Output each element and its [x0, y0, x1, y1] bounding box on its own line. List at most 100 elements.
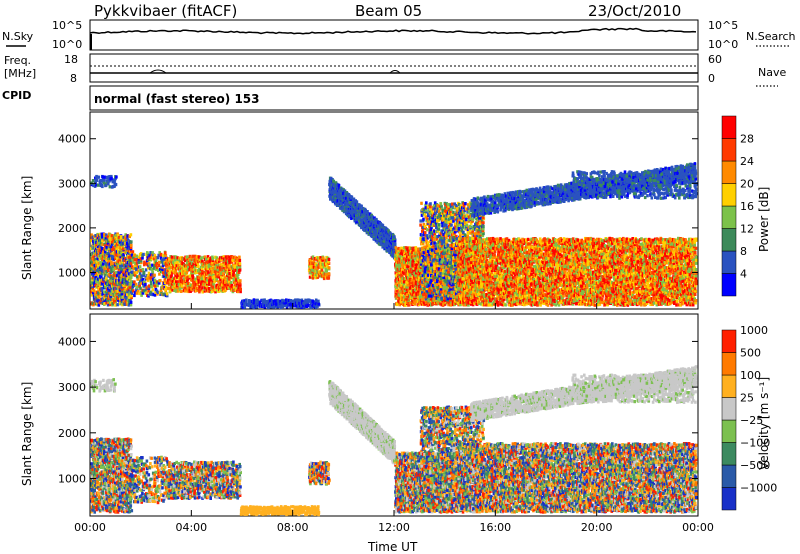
freq-label-line1: Freq.: [4, 54, 31, 67]
heatmap-cell: [317, 302, 320, 305]
heatmap-cell: [105, 277, 108, 280]
nave-tick-low: 0: [708, 72, 715, 85]
nave-tick-high: 60: [708, 53, 722, 66]
heatmap-cell: [180, 290, 183, 293]
heatmap-cell: [103, 179, 106, 182]
heatmap-cell: [146, 251, 149, 254]
heatmap-cell: [130, 233, 133, 236]
heatmap-cell: [100, 179, 103, 182]
heatmap-cell: [328, 258, 331, 261]
heatmap-cell: [128, 259, 131, 262]
heatmap-cell: [144, 283, 147, 286]
heatmap-cell: [171, 256, 174, 259]
heatmap-cell: [150, 285, 153, 288]
heatmap-cell: [239, 268, 242, 271]
heatmap-cell: [115, 175, 118, 178]
heatmap-cell: [106, 280, 109, 283]
heatmap-cell: [130, 276, 133, 279]
heatmap-cell: [312, 300, 315, 303]
heatmap-cell: [129, 267, 132, 270]
heatmap-cell: [393, 235, 396, 238]
heatmap-cell: [228, 272, 231, 275]
cpid-panel: normal (fast stereo) 153: [90, 86, 698, 110]
heatmap-cell: [239, 279, 242, 282]
heatmap-cell: [328, 266, 331, 269]
heatmap-cell: [130, 301, 133, 304]
heatmap-cell: [186, 255, 189, 258]
heatmap-cell: [101, 185, 104, 188]
heatmap-cell: [164, 251, 167, 254]
heatmap-cell: [422, 293, 425, 296]
heatmap-cell: [321, 269, 324, 272]
heatmap-cell: [130, 240, 133, 243]
heatmap-cell: [93, 289, 96, 292]
heatmap-cell: [191, 274, 194, 277]
heatmap-cell: [110, 262, 113, 265]
heatmap-cell: [197, 265, 200, 268]
heatmap-cell: [98, 176, 101, 179]
heatmap-cell: [211, 256, 214, 259]
heatmap-cell: [126, 282, 129, 285]
freq-tick-high: 18: [64, 53, 78, 66]
heatmap-cell: [239, 262, 242, 265]
noise-left-tick-low: 10^0: [52, 38, 82, 51]
heatmap-cell: [328, 277, 331, 280]
heatmap-cell: [107, 182, 110, 185]
heatmap-cell: [212, 286, 215, 289]
heatmap-cell: [128, 286, 131, 289]
heatmap-cell: [132, 250, 135, 253]
heatmap-cell: [230, 281, 233, 284]
freq-label-line2: [MHz]: [4, 67, 36, 80]
heatmap-cell: [116, 303, 119, 306]
date-title: 23/Oct/2010: [588, 2, 681, 20]
heatmap-cell: [139, 265, 142, 268]
heatmap-cell: [133, 294, 136, 297]
heatmap-cell: [421, 247, 424, 250]
heatmap-cell: [328, 272, 331, 275]
heatmap-cell: [152, 270, 155, 273]
heatmap-cell: [317, 300, 320, 303]
heatmap-cell: [236, 266, 239, 269]
heatmap-cell: [158, 261, 161, 264]
nsky-label: N.Sky: [2, 30, 34, 43]
heatmap-cell: [421, 298, 424, 301]
noise-right-tick-low: 10^0: [708, 38, 738, 51]
heatmap-cell: [409, 287, 412, 290]
noise-right-tick-high: 10^5: [708, 19, 738, 32]
noise-panel: 10^5 10^0 10^5 10^0 N.Sky N.Search: [2, 19, 796, 51]
heatmap-cell: [184, 287, 187, 290]
heatmap-cell: [131, 258, 134, 261]
beam-title: Beam 05: [355, 2, 422, 20]
heatmap-cell: [152, 288, 155, 291]
heatmap-cell: [149, 264, 152, 267]
station-title: Pykkvibaer (fitACF): [94, 2, 237, 20]
noise-left-tick-high: 10^5: [52, 19, 82, 32]
heatmap-cell: [419, 219, 422, 222]
heatmap-cell: [130, 244, 133, 247]
heatmap-cell: [96, 179, 99, 182]
heatmap-cell: [419, 260, 422, 263]
heatmap-cell: [135, 283, 138, 286]
heatmap-cell: [142, 268, 145, 271]
heatmap-cell: [110, 177, 113, 180]
heatmap-cell: [159, 279, 162, 282]
heatmap-cell: [409, 274, 412, 277]
heatmap-cell: [153, 274, 156, 277]
heatmap-cell: [151, 251, 154, 254]
heatmap-cell: [136, 275, 139, 278]
heatmap-cell: [200, 256, 203, 259]
heatmap-cell: [420, 202, 423, 205]
nsearch-label: N.Search: [746, 30, 796, 43]
heatmap-cell: [423, 245, 426, 248]
heatmap-cell: [245, 299, 248, 302]
heatmap-cell: [115, 183, 118, 186]
heatmap-cell: [120, 267, 123, 270]
nave-label: Nave: [758, 66, 786, 79]
heatmap-cell: [142, 253, 145, 256]
freq-tick-low: 8: [70, 72, 77, 85]
heatmap-cell: [103, 176, 106, 179]
heatmap-cell: [158, 264, 161, 267]
heatmap-cell: [222, 272, 225, 275]
